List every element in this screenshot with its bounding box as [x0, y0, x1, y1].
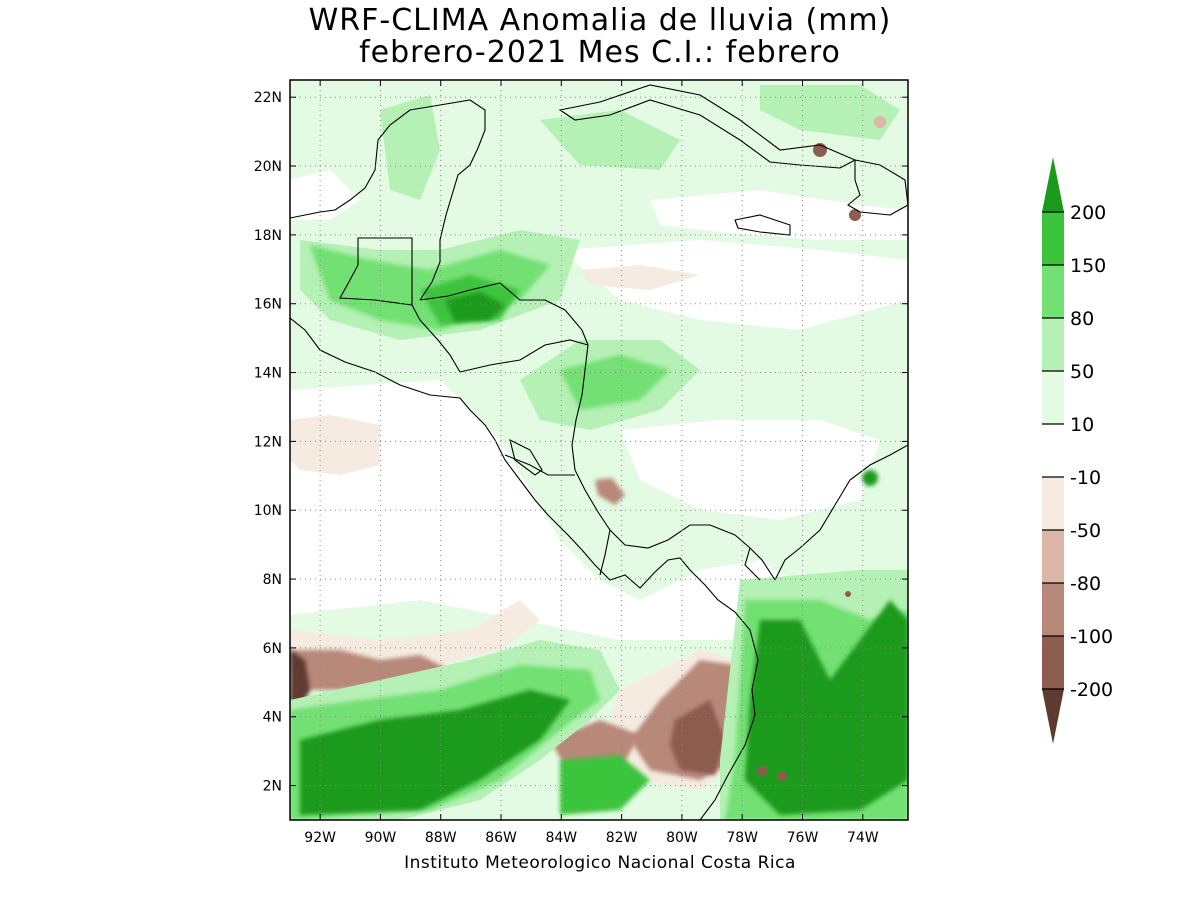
brown-speck-haiti — [849, 209, 861, 221]
colorbar-box — [1042, 371, 1064, 424]
colorbar-box — [1042, 477, 1064, 530]
lat-tick-label: 6N — [263, 641, 282, 657]
lat-tick-label: 20N — [254, 159, 282, 175]
border-panama-colombia — [744, 547, 761, 581]
colorbar-box — [1042, 265, 1064, 318]
green-dark-colombia — [745, 600, 908, 815]
coastline-colombia-caribbean — [774, 444, 908, 581]
lat-tick-label: 4N — [263, 710, 282, 726]
colorbar-box — [1042, 424, 1064, 477]
map-title-line1: WRF-CLIMA Anomalia de lluvia (mm) — [308, 3, 892, 38]
colorbar-top-arrow — [1042, 157, 1064, 212]
lat-tick-label: 2N — [263, 779, 282, 795]
green-mid-south-east — [560, 755, 650, 815]
border-guatemala-mexico — [339, 237, 413, 306]
lake-nicaragua — [509, 438, 543, 476]
lat-tick-label: 12N — [254, 434, 282, 450]
colorbar-level-label: -80 — [1070, 573, 1101, 595]
lon-tick-label: 82W — [606, 830, 638, 846]
colorbar-box — [1042, 530, 1064, 583]
lon-tick-label: 92W — [304, 830, 336, 846]
brown-dark-costa-rica — [595, 478, 625, 505]
neutral-region-gulf — [290, 170, 360, 220]
lat-tick-label: 22N — [254, 90, 282, 106]
neutral-region-north-caribbean — [650, 190, 908, 240]
coastline-cuba — [558, 84, 857, 169]
colorbar-bottom-arrow — [1042, 689, 1064, 744]
coastline-pacific — [290, 317, 759, 820]
green-light-nicaragua — [560, 355, 670, 410]
colorbar-level-label: 80 — [1070, 308, 1094, 330]
lat-tick-label: 14N — [254, 366, 282, 382]
neutral-region-caribbean-south — [620, 420, 880, 520]
lon-tick-label: 86W — [485, 830, 517, 846]
colorbar-level-label: 10 — [1070, 414, 1094, 436]
lat-tick-label: 8N — [263, 572, 282, 588]
lon-tick-label: 78W — [726, 830, 758, 846]
border-costarica-panama — [599, 529, 611, 576]
lat-tick-label: 16N — [254, 297, 282, 313]
colorbar: 200 150 80 50 10 -10 -50 -80 -100 -200 — [1042, 157, 1113, 744]
lon-tick-label: 88W — [425, 830, 457, 846]
lat-tick-label: 18N — [254, 228, 282, 244]
colorbar-level-label: 150 — [1070, 255, 1106, 277]
brown-faint-south — [290, 600, 540, 670]
colorbar-box — [1042, 318, 1064, 371]
map-title-line2: febrero-2021 Mes C.I.: febrero — [359, 35, 841, 70]
lon-tick-label: 76W — [787, 830, 819, 846]
colorbar-level-label: -10 — [1070, 467, 1101, 489]
lon-tick-label: 74W — [847, 830, 879, 846]
brown-faint-west-pacific — [290, 415, 380, 475]
lon-tick-label: 80W — [666, 830, 698, 846]
colorbar-level-label: 50 — [1070, 361, 1094, 383]
border-guatemala-honduras — [411, 304, 461, 373]
brown-dark-colombia — [670, 700, 725, 775]
coastline-mexico-gulf — [290, 99, 486, 301]
map-frame — [289, 79, 909, 821]
neutral-region-caribbean-north — [560, 240, 908, 330]
lat-tick-label: 10N — [254, 503, 282, 519]
colorbar-level-label: -100 — [1070, 626, 1113, 648]
coastline-nicaragua-caribbean — [571, 344, 776, 581]
colorbar-level-label: -200 — [1070, 679, 1113, 701]
brown-speck-colombia — [845, 591, 851, 597]
lon-tick-label: 90W — [365, 830, 397, 846]
green-pale-cuba-east — [760, 85, 900, 140]
coastline-honduras-caribbean — [419, 282, 589, 346]
colorbar-box — [1042, 636, 1064, 689]
credit-text: Instituto Meteorologico Nacional Costa R… — [404, 853, 796, 873]
axis-ticks: 92W 90W 88W 86W 84W 82W 80W 78W 76W 74W 2N 4N 6N 8N 10… — [254, 80, 908, 846]
brown-speck-south-1 — [757, 766, 767, 776]
colorbar-box — [1042, 583, 1064, 636]
brown-speck-bahamas — [874, 116, 886, 128]
lon-tick-label: 84W — [545, 830, 577, 846]
border-honduras-nicaragua — [459, 339, 589, 373]
anomaly-field — [290, 80, 908, 820]
coastline-hispaniola — [847, 159, 908, 216]
green-dark-pacific-south — [300, 690, 570, 815]
brown-dark-pacific-west — [290, 650, 310, 710]
green-dark-honduras-core — [445, 292, 505, 322]
coastlines — [290, 84, 908, 820]
green-dark-cell-colombia — [862, 470, 878, 486]
colorbar-box — [1042, 212, 1064, 265]
gridlines — [290, 80, 908, 820]
colorbar-level-label: -50 — [1070, 520, 1101, 542]
brown-speck-south-2 — [777, 771, 787, 781]
green-pale-cuba-north — [540, 110, 680, 170]
colorbar-level-label: 200 — [1070, 202, 1106, 224]
brown-faint-caribbean — [580, 265, 700, 290]
